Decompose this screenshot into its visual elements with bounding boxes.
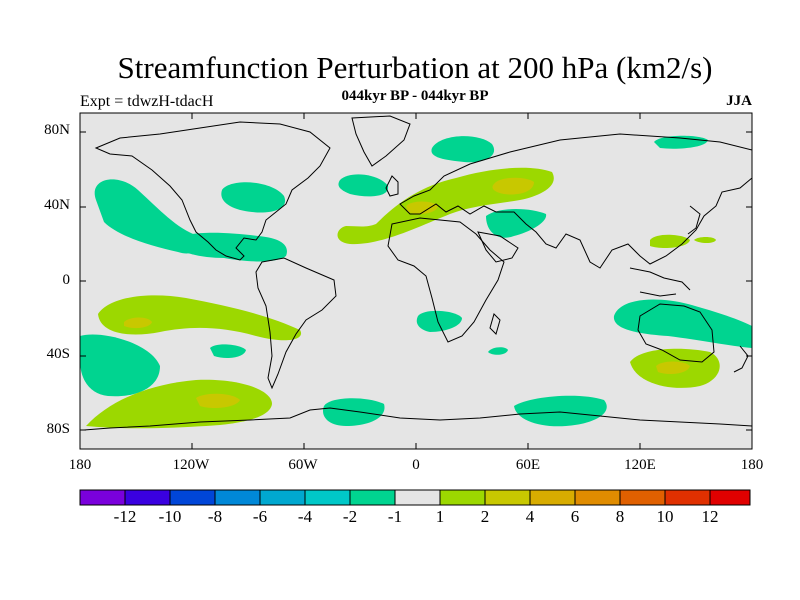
colorbar-box-2 xyxy=(125,490,170,505)
colorbar-box-13 xyxy=(620,490,665,505)
core-southern-pacific xyxy=(196,393,240,408)
colorbar-label: 8 xyxy=(615,507,625,526)
anomaly-central-asia-east xyxy=(486,209,547,238)
lat-label-40n: 40N xyxy=(44,197,70,213)
lon-label-180e: 180 xyxy=(740,457,764,473)
coastlines xyxy=(83,115,752,431)
colorbar-label: 4 xyxy=(525,507,535,526)
anomaly-southern-indian-patch xyxy=(488,347,508,355)
anomaly-southern-atlantic xyxy=(322,398,385,426)
colorbar-box-12 xyxy=(575,490,620,505)
colorbar-label: -1 xyxy=(387,507,403,526)
colorbar-box-11 xyxy=(530,490,575,505)
anomaly-greenland xyxy=(431,136,495,163)
coast-africa xyxy=(387,217,505,343)
coast-maritime-se-asia xyxy=(629,267,691,297)
lat-label-40s: 40S xyxy=(46,346,70,362)
colorbar-box-15 xyxy=(710,490,750,505)
colorbar-box-5 xyxy=(260,490,305,505)
anomaly-southern-pacific-low xyxy=(86,379,272,429)
colorbar-box-10 xyxy=(485,490,530,505)
colorbar-box-6 xyxy=(305,490,350,505)
anomaly-australia xyxy=(613,299,752,348)
coast-eurasia xyxy=(399,133,752,269)
colorbar-box-4 xyxy=(215,490,260,505)
colorbar-label: -4 xyxy=(297,507,313,526)
colorbar-label: 10 xyxy=(656,507,674,526)
colorbar-box-1 xyxy=(80,490,125,505)
colorbar-label: 6 xyxy=(570,507,580,526)
season-label: JJA xyxy=(726,93,752,109)
coast-japan xyxy=(687,205,701,235)
anomaly-south-atlantic-west xyxy=(416,310,462,332)
core-indian-ocean xyxy=(656,361,690,374)
lat-label-80s: 80S xyxy=(46,421,70,437)
colorbar-label: -8 xyxy=(207,507,223,526)
core-mediterranean xyxy=(406,201,438,214)
anomaly-southern-ocean-indian xyxy=(514,395,607,427)
coast-new-zealand xyxy=(733,345,749,373)
colorbar-box-3 xyxy=(170,490,215,505)
colorbar-label: -2 xyxy=(342,507,358,526)
positive-core-regions xyxy=(124,177,690,408)
coast-greenland xyxy=(351,115,411,167)
axis-ticks xyxy=(80,113,752,449)
coast-south-america xyxy=(255,257,337,390)
colorbar-label: 2 xyxy=(480,507,490,526)
anomaly-gulf-caribbean xyxy=(174,232,287,262)
lat-label-0: 0 xyxy=(62,272,71,288)
coast-north-america xyxy=(94,121,331,261)
chart-subtitle: 044kyr BP - 044kyr BP xyxy=(341,88,489,104)
anomaly-north-pacific xyxy=(94,179,202,254)
colorbar-box-7 xyxy=(350,490,395,505)
anomaly-south-pacific-east xyxy=(80,334,160,397)
colorbar xyxy=(79,489,751,506)
colorbar-label: -10 xyxy=(158,507,182,526)
colorbar-box-8 xyxy=(395,490,440,505)
coast-australia xyxy=(637,303,715,363)
experiment-label: Expt = tdwzH-tdacH xyxy=(80,93,214,110)
anomaly-north-america xyxy=(221,182,286,213)
lon-label-0: 0 xyxy=(412,457,420,473)
lon-label-60e: 60E xyxy=(515,457,541,473)
colorbar-label: -12 xyxy=(113,507,137,526)
lon-label-180w: 180 xyxy=(68,457,92,473)
anomaly-east-asia xyxy=(650,234,690,248)
coast-uk xyxy=(385,175,399,197)
colorbar-label: 1 xyxy=(435,507,445,526)
anomaly-south-america-east xyxy=(210,344,246,358)
coast-antarctica xyxy=(83,407,752,431)
coast-madagascar xyxy=(489,313,501,335)
negative-anomaly-regions xyxy=(80,135,752,427)
anomaly-north-pacific-patch xyxy=(694,237,716,243)
colorbar-label: -6 xyxy=(252,507,268,526)
lon-label-60w: 60W xyxy=(288,457,318,473)
colorbar-label: 12 xyxy=(701,507,719,526)
anomaly-north-atlantic xyxy=(338,174,389,197)
lat-label-80n: 80N xyxy=(44,122,70,138)
colorbar-box-9 xyxy=(440,490,485,505)
lon-label-120e: 120E xyxy=(624,457,656,473)
lon-label-120w: 120W xyxy=(172,457,210,473)
core-caspian xyxy=(492,177,534,195)
anomaly-south-pacific xyxy=(98,295,302,341)
coast-arabia xyxy=(477,231,519,263)
core-south-pacific xyxy=(124,317,152,329)
colorbar-box-14 xyxy=(665,490,710,505)
chart-title: Streamfunction Perturbation at 200 hPa (… xyxy=(117,50,713,85)
